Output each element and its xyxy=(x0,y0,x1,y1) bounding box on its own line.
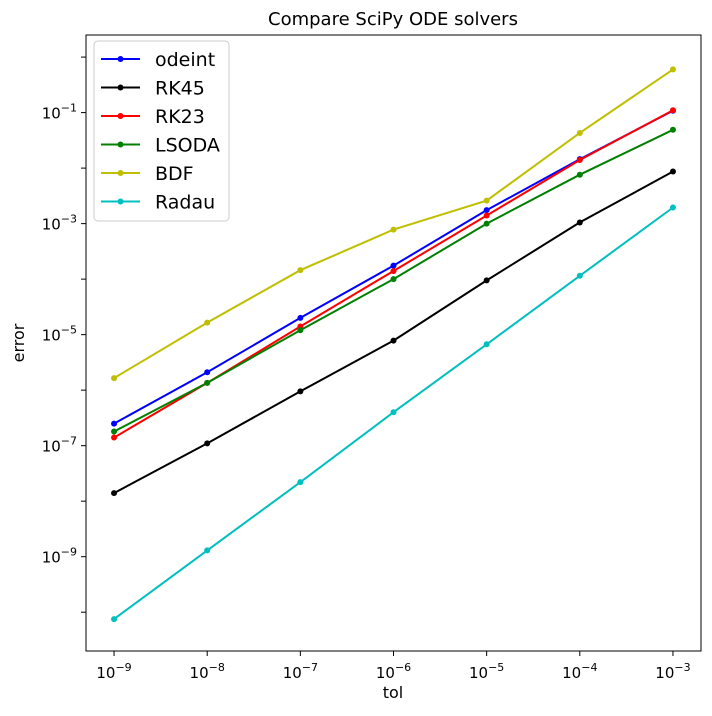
legend-label: BDF xyxy=(155,163,194,185)
data-point xyxy=(204,369,211,376)
y-tick-label: 10−7 xyxy=(42,435,77,456)
data-point xyxy=(669,126,676,133)
data-point xyxy=(483,341,490,348)
data-point xyxy=(111,428,118,435)
series-radau xyxy=(111,204,676,623)
y-tick-label: 10−9 xyxy=(42,546,77,567)
data-point xyxy=(390,276,397,283)
legend-label: odeint xyxy=(155,49,215,71)
data-point xyxy=(669,204,676,211)
data-point xyxy=(483,220,490,227)
x-tick-label: 10−3 xyxy=(655,661,690,682)
x-tick-label: 10−8 xyxy=(190,661,225,682)
data-point xyxy=(576,272,583,279)
legend-label: RK45 xyxy=(155,78,205,100)
legend-label: RK23 xyxy=(155,106,205,128)
data-point xyxy=(111,434,118,441)
legend-marker xyxy=(117,113,124,119)
data-point xyxy=(576,129,583,136)
legend-marker xyxy=(117,170,124,176)
x-axis: 10−9 10−8 10−7 10−6 10−5 10−4 10−3 xyxy=(96,651,691,682)
x-tick-label: 10−4 xyxy=(562,661,597,682)
data-point xyxy=(204,319,211,326)
series-bdf xyxy=(111,66,676,382)
x-tick-label: 10−6 xyxy=(376,661,411,682)
legend: odeint RK45 RK23 LSODA BDF Radau xyxy=(93,40,230,222)
legend-box xyxy=(93,40,230,222)
data-point xyxy=(390,268,397,275)
x-tick-label: 10−7 xyxy=(283,661,318,682)
data-point xyxy=(669,66,676,73)
y-tick-label: 10−3 xyxy=(42,213,77,234)
data-point xyxy=(483,197,490,204)
data-point xyxy=(297,267,304,274)
series-rk45 xyxy=(111,168,676,497)
legend-marker xyxy=(117,56,124,62)
data-point xyxy=(483,212,490,219)
series-layer xyxy=(111,66,676,623)
data-point xyxy=(390,337,397,344)
data-point xyxy=(390,262,397,269)
data-point xyxy=(204,440,211,447)
legend-marker xyxy=(117,84,124,91)
data-point xyxy=(483,277,490,284)
data-point xyxy=(111,616,118,623)
data-point xyxy=(111,375,118,382)
legend-label: LSODA xyxy=(155,135,220,157)
data-point xyxy=(297,314,304,321)
data-point xyxy=(204,547,211,554)
data-point xyxy=(390,409,397,416)
y-tick-label: 10−1 xyxy=(42,102,77,123)
legend-marker xyxy=(117,198,124,205)
x-axis-label: tol xyxy=(383,683,404,702)
data-point xyxy=(297,388,304,395)
data-point xyxy=(111,490,118,497)
x-tick-label: 10−5 xyxy=(469,661,504,682)
y-tick-label: 10−5 xyxy=(42,324,77,345)
data-point xyxy=(111,420,118,427)
data-point xyxy=(204,379,211,386)
y-axis-label: error xyxy=(9,323,28,362)
legend-label: Radau xyxy=(155,192,215,214)
data-point xyxy=(483,207,490,214)
legend-marker xyxy=(117,141,124,148)
data-point xyxy=(390,226,397,233)
data-point xyxy=(297,327,304,334)
chart-title: Compare SciPy ODE solvers xyxy=(268,9,518,30)
y-axis: 10−9 10−7 10−5 10−3 10−1 xyxy=(42,56,86,613)
data-point xyxy=(576,171,583,178)
data-point xyxy=(576,157,583,164)
data-point xyxy=(669,168,676,175)
data-point xyxy=(297,479,304,486)
data-point xyxy=(576,219,583,226)
series-lsoda xyxy=(111,126,676,435)
data-point xyxy=(669,107,676,114)
x-tick-label: 10−9 xyxy=(96,661,131,682)
